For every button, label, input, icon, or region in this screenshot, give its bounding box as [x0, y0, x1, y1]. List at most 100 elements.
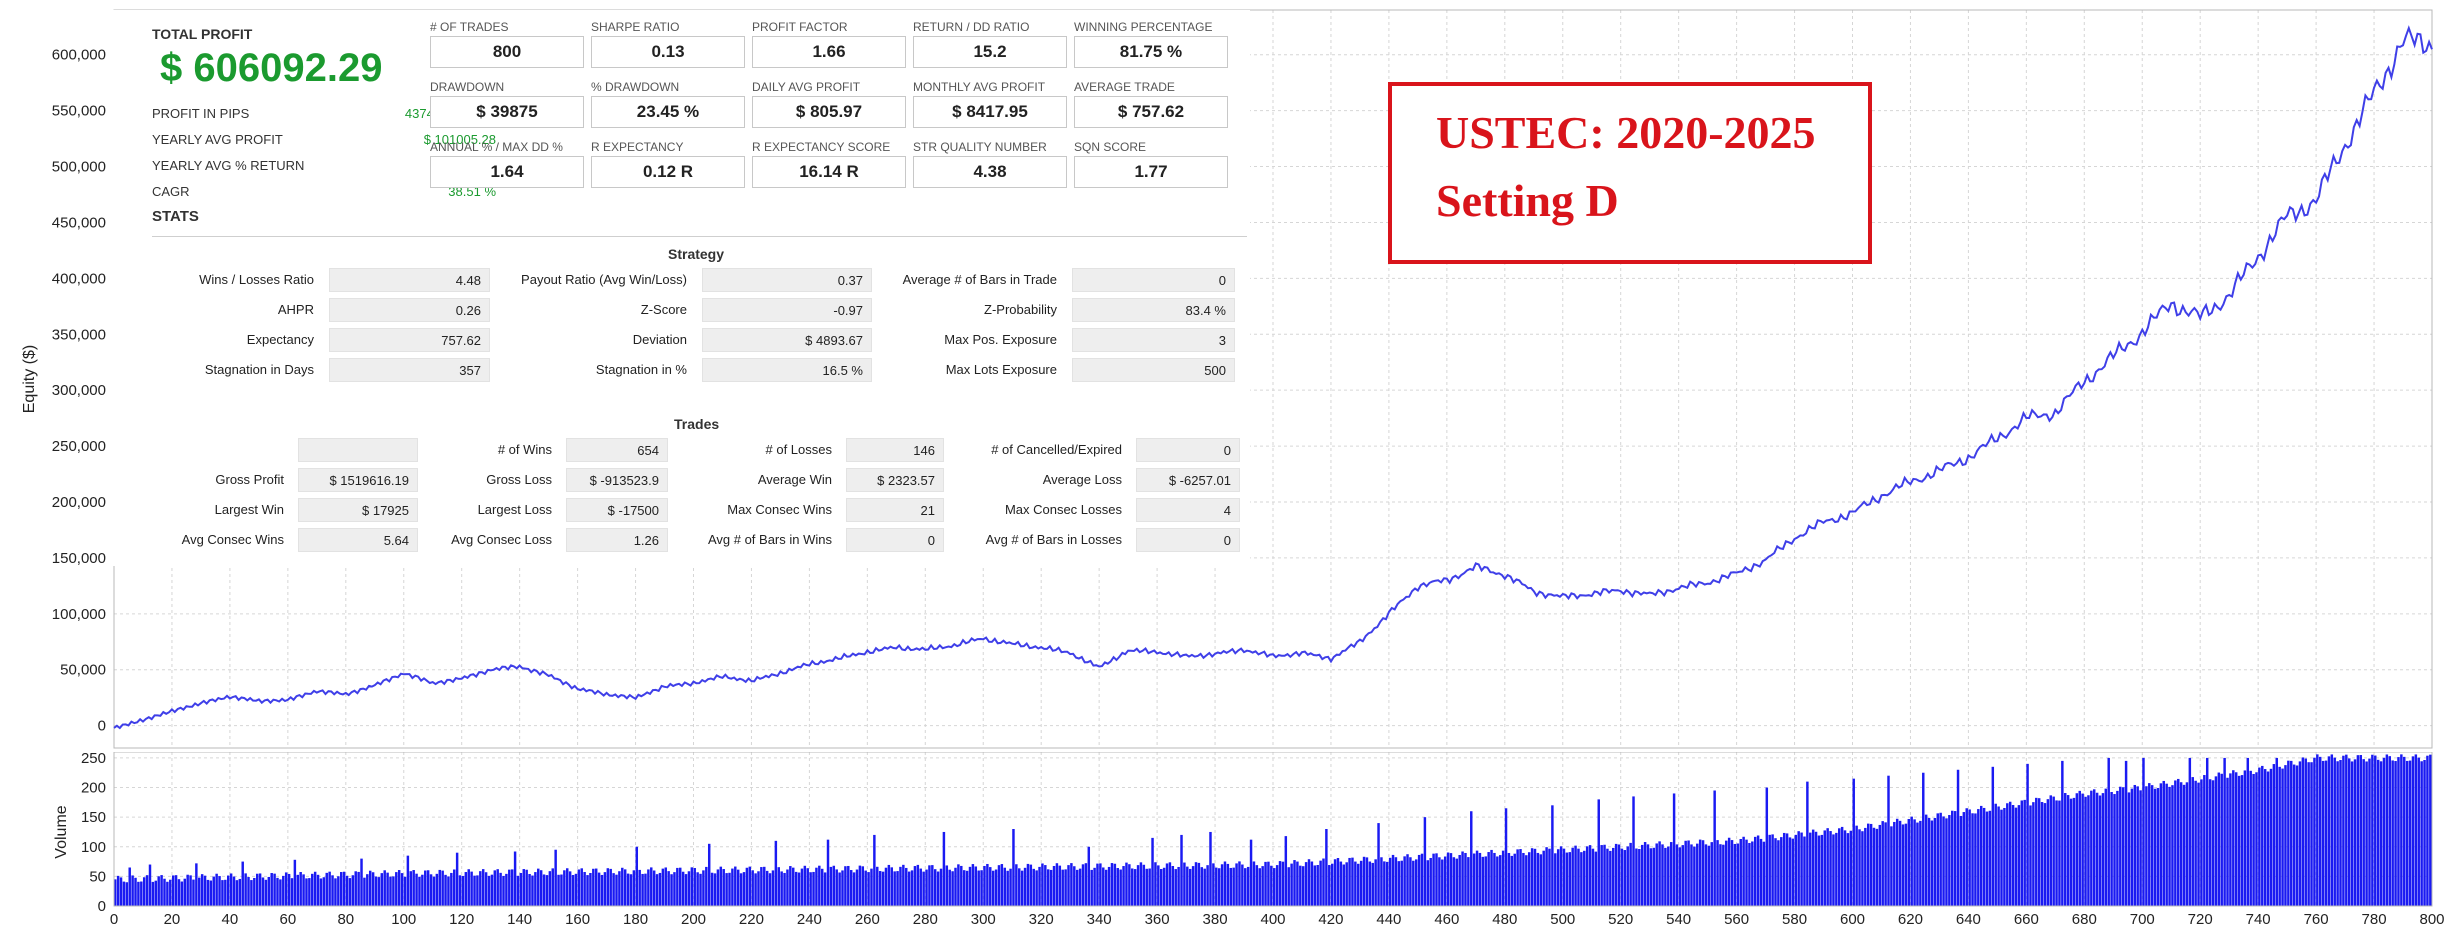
volume-bar	[986, 863, 989, 906]
volume-bar	[542, 874, 546, 906]
volume-bar	[447, 876, 450, 906]
volume-bar	[1820, 834, 1824, 906]
volume-bar	[1530, 848, 1534, 906]
volume-bar	[2287, 760, 2290, 906]
volume-bar	[731, 868, 734, 906]
volume-bar	[432, 876, 436, 906]
volume-bar	[2295, 765, 2299, 906]
metric-value-box: $ 757.62	[1074, 96, 1228, 128]
volume-plot-frame	[113, 752, 2433, 907]
volume-bar	[1009, 868, 1012, 906]
volume-bar	[1194, 862, 1198, 906]
volume-bar	[1994, 803, 1997, 906]
yearly-avg-profit-value: $ 101005.28	[423, 132, 496, 147]
volume-bar	[166, 881, 169, 906]
trade-stat-value: $ 2323.57	[846, 468, 944, 492]
volume-bar	[2101, 793, 2105, 906]
volume-bar	[2055, 800, 2058, 906]
volume-bar	[1948, 815, 1951, 906]
volume-bar	[1052, 865, 1056, 906]
volume-bar	[1104, 869, 1108, 906]
volume-bar	[2403, 756, 2406, 906]
volume-bar	[655, 874, 659, 906]
volume-bar	[916, 864, 920, 906]
volume-bar	[418, 876, 421, 906]
volume-bar	[1913, 819, 1916, 906]
volume-bar	[771, 870, 775, 906]
strategy-stat-label: Deviation	[632, 332, 687, 347]
volume-bar	[250, 880, 253, 906]
volume-bar	[1067, 865, 1070, 906]
volume-x-tick-label: 380	[1203, 911, 1228, 928]
equity-line	[113, 25, 2433, 730]
trade-stat-label: Avg Consec Loss	[451, 532, 552, 547]
volume-bar	[661, 868, 665, 906]
volume-bar	[2249, 770, 2252, 906]
volume-bar	[2191, 777, 2194, 906]
volume-bar	[2035, 797, 2038, 906]
volume-bar	[516, 875, 520, 906]
volume-bar	[1588, 845, 1592, 906]
volume-bar	[1643, 842, 1647, 906]
volume-bar	[1348, 857, 1351, 906]
volume-x-tick-label: 600	[1840, 911, 1865, 928]
volume-bar	[157, 876, 160, 906]
metric-label: R EXPECTANCY SCORE	[752, 140, 891, 154]
volume-bar	[1018, 868, 1021, 906]
volume-bar	[508, 869, 511, 906]
volume-bar	[171, 875, 175, 906]
volume-bar	[1655, 843, 1658, 906]
volume-bar	[722, 869, 725, 906]
volume-bar	[991, 870, 995, 906]
volume-bar	[1174, 869, 1177, 906]
volume-bar	[273, 873, 276, 906]
volume-bar	[1131, 868, 1134, 906]
volume-bar	[1359, 860, 1363, 906]
trade-stat-label: Gross Profit	[215, 472, 284, 487]
volume-bar	[2043, 803, 2047, 906]
volume-bar	[638, 869, 641, 906]
volume-bar	[594, 868, 598, 906]
volume-bar	[2046, 799, 2050, 906]
volume-bar	[789, 866, 792, 906]
volume-bar	[1180, 834, 1183, 906]
volume-bar	[1878, 824, 1882, 906]
volume-bar	[1255, 865, 1259, 906]
volume-bar	[2214, 776, 2218, 906]
volume-bar	[2374, 755, 2377, 906]
volume-bar	[2371, 754, 2374, 906]
volume-x-tick-label: 540	[1666, 911, 1691, 928]
volume-bar	[2263, 769, 2267, 906]
volume-bar	[2145, 786, 2148, 906]
volume-bar	[554, 849, 557, 906]
volume-bar	[1803, 836, 1806, 906]
volume-bar	[2174, 780, 2177, 906]
volume-bar	[1562, 848, 1566, 906]
volume-bar	[765, 870, 769, 906]
volume-bar	[119, 877, 123, 906]
volume-bar	[803, 865, 807, 906]
strategy-stat-value: 0.37	[702, 268, 872, 292]
volume-bar	[2307, 762, 2310, 906]
volume-bar	[450, 872, 453, 906]
volume-bar	[1197, 862, 1201, 906]
volume-bar	[1241, 864, 1244, 906]
volume-x-tick-label: 520	[1608, 911, 1633, 928]
equity-y-tick-label: 100,000	[52, 606, 106, 623]
volume-bar	[870, 868, 873, 906]
volume-bar	[1956, 769, 1960, 906]
volume-bar	[1200, 867, 1204, 906]
volume-bar	[1800, 832, 1803, 906]
strategy-stat-value: -0.97	[702, 298, 872, 322]
volume-bar	[383, 870, 386, 906]
volume-bar	[1661, 844, 1664, 906]
volume-bar	[968, 866, 972, 906]
volume-bar	[2185, 782, 2189, 906]
volume-bar	[2023, 799, 2026, 906]
volume-bar	[650, 867, 653, 906]
volume-bar	[1226, 863, 1230, 906]
volume-bar	[2136, 786, 2139, 906]
volume-bar	[1133, 869, 1137, 906]
volume-bar	[2064, 793, 2067, 906]
volume-bar	[1464, 852, 1467, 906]
